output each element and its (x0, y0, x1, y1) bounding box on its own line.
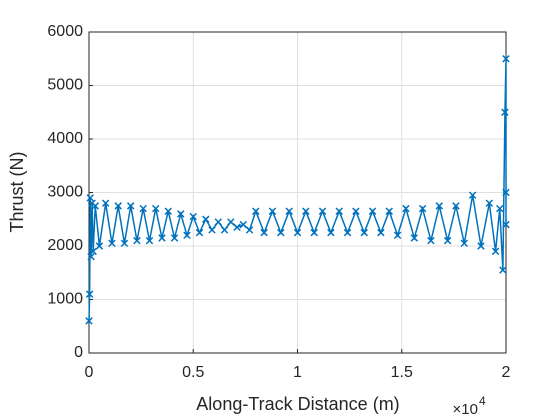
x-tick-label: 0 (85, 364, 94, 381)
data-marker (377, 228, 385, 237)
data-marker (285, 207, 293, 215)
data-marker (443, 236, 452, 245)
data-marker (164, 207, 172, 215)
data-marker (293, 228, 302, 237)
data-marker (177, 210, 185, 218)
data-marker (101, 199, 110, 207)
data-marker (418, 204, 427, 213)
data-marker (126, 202, 135, 210)
data-marker (268, 207, 277, 215)
data-marker (335, 207, 343, 215)
y-tick-label: 2000 (47, 237, 83, 254)
data-marker (393, 231, 402, 240)
data-marker (360, 228, 368, 237)
x-axis-label: Along-Track Distance (m) (196, 394, 399, 414)
data-marker (468, 191, 477, 199)
data-marker (310, 228, 318, 237)
x-tick-label: 1 (293, 364, 302, 381)
data-marker (139, 204, 147, 213)
x-exponent-power: 4 (479, 394, 486, 408)
data-marker (145, 236, 154, 245)
data-marker (158, 234, 166, 242)
x-exponent-base: ×10 (453, 401, 478, 418)
data-marker (85, 317, 93, 325)
data-marker (86, 194, 94, 202)
data-marker (120, 239, 129, 248)
data-marker (227, 218, 235, 226)
data-marker (220, 226, 229, 234)
data-marker (502, 55, 510, 63)
data-marker (477, 242, 485, 250)
data-marker (245, 226, 254, 234)
data-marker (327, 228, 335, 237)
data-marker (91, 202, 99, 210)
y-tick-label: 1000 (47, 291, 83, 308)
data-marker (151, 204, 160, 213)
y-axis-label: Thrust (N) (7, 152, 27, 233)
data-marker (189, 212, 197, 221)
data-marker (343, 228, 352, 237)
data-marker (501, 108, 509, 116)
data-marker (318, 207, 327, 215)
data-marker (368, 207, 377, 215)
data-line (88, 58, 507, 321)
data-marker (452, 202, 460, 210)
data-marker (195, 228, 204, 237)
data-marker (133, 236, 141, 245)
y-tick-label: 5000 (47, 77, 83, 94)
data-marker (410, 234, 418, 242)
data-marker (170, 234, 179, 242)
data-marker (89, 247, 97, 256)
data-marker (95, 242, 104, 250)
data-marker (502, 220, 510, 229)
x-tick-label: 0.5 (182, 364, 204, 381)
data-marker (260, 228, 268, 237)
data-marker (485, 199, 494, 207)
data-marker (202, 215, 210, 223)
data-marker (239, 220, 248, 229)
data-marker (496, 204, 504, 213)
y-tick-label: 3000 (47, 184, 83, 201)
data-marker (233, 223, 241, 232)
data-marker (114, 202, 122, 210)
data-marker (352, 207, 360, 215)
y-tick-label: 4000 (47, 130, 83, 147)
data-marker (85, 290, 94, 298)
data-marker (302, 207, 310, 215)
data-marker (385, 207, 393, 215)
x-tick-label: 1.5 (391, 364, 413, 381)
data-marker (108, 239, 116, 248)
x-tick-label: 2 (502, 364, 511, 381)
data-marker (502, 188, 510, 197)
data-marker (435, 202, 444, 210)
data-marker (427, 236, 435, 245)
data-marker (499, 266, 507, 274)
data-marker (491, 247, 500, 256)
data-marker (214, 218, 223, 226)
data-marker (208, 226, 216, 234)
data-marker (183, 231, 191, 240)
data-marker (277, 228, 285, 237)
data-marker (252, 207, 260, 215)
data-marker (460, 239, 469, 248)
data-marker (87, 252, 95, 261)
data-marker (402, 204, 410, 213)
y-tick-label: 6000 (47, 23, 83, 40)
y-tick-label: 0 (74, 344, 83, 361)
